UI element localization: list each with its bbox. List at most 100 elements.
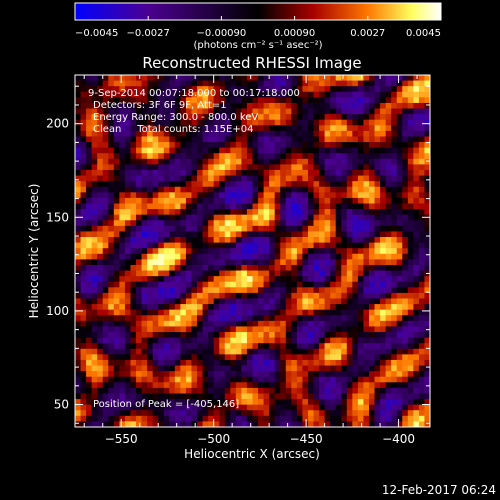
- x-axis-label: Heliocentric X (arcsec): [184, 447, 320, 461]
- heatmap-cell: [174, 108, 181, 115]
- heatmap-cell: [380, 276, 386, 283]
- heatmap-cell: [269, 365, 276, 372]
- heatmap-cell: [147, 399, 154, 405]
- heatmap-cell: [402, 343, 409, 350]
- heatmap-cell: [335, 169, 342, 176]
- heatmap-cell: [224, 270, 231, 277]
- heatmap-cell: [313, 209, 320, 216]
- heatmap-cell: [330, 114, 337, 121]
- heatmap-cell: [380, 130, 386, 137]
- heatmap-cell: [330, 91, 337, 98]
- heatmap-cell: [418, 326, 425, 333]
- heatmap-cell: [374, 181, 381, 188]
- heatmap-cell: [130, 276, 137, 283]
- heatmap-cell: [252, 175, 259, 182]
- heatmap-cell: [169, 186, 176, 193]
- heatmap-cell: [197, 125, 203, 132]
- heatmap-cell: [97, 86, 104, 93]
- heatmap-cell: [208, 410, 215, 417]
- heatmap-cell: [363, 410, 370, 417]
- heatmap-cell: [330, 287, 337, 294]
- heatmap-cell: [213, 270, 220, 277]
- heatmap-cell: [141, 203, 148, 210]
- heatmap-cell: [402, 91, 409, 98]
- heatmap-cell: [396, 91, 403, 98]
- heatmap-cell: [335, 264, 342, 271]
- heatmap-cell: [241, 326, 248, 333]
- heatmap-cell: [391, 237, 398, 243]
- heatmap-cell: [86, 119, 92, 126]
- heatmap-cell: [319, 158, 325, 165]
- heatmap-cell: [380, 175, 386, 182]
- heatmap-cell: [313, 264, 320, 271]
- heatmap-cell: [108, 326, 115, 333]
- heatmap-cell: [130, 220, 137, 227]
- heatmap-cell: [219, 75, 226, 81]
- heatmap-cell: [163, 387, 170, 394]
- heatmap-cell: [374, 276, 381, 283]
- heatmap-cell: [197, 270, 203, 277]
- heatmap-cell: [380, 326, 386, 333]
- heatmap-cell: [341, 264, 348, 271]
- heatmap-cell: [169, 371, 176, 378]
- heatmap-cell: [197, 259, 203, 266]
- heatmap-cell: [330, 399, 337, 405]
- heatmap-cell: [241, 337, 248, 344]
- heatmap-cell: [230, 337, 237, 344]
- heatmap-cell: [335, 136, 342, 143]
- heatmap-cell: [169, 80, 176, 87]
- heatmap-cell: [285, 281, 292, 288]
- heatmap-cell: [302, 153, 309, 160]
- heatmap-cell: [185, 387, 192, 394]
- heatmap-cell: [396, 253, 403, 260]
- heatmap-cell: [235, 298, 242, 305]
- heatmap-cell: [80, 91, 87, 98]
- heatmap-cell: [147, 276, 154, 283]
- heatmap-cell: [258, 287, 264, 294]
- heatmap-cell: [341, 348, 348, 355]
- heatmap-cell: [208, 253, 215, 260]
- heatmap-cell: [357, 136, 364, 143]
- heatmap-cell: [124, 320, 131, 327]
- heatmap-cell: [208, 186, 215, 193]
- heatmap-cell: [357, 376, 364, 383]
- heatmap-cell: [269, 203, 276, 210]
- heatmap-cell: [141, 220, 148, 227]
- heatmap-cell: [80, 404, 87, 411]
- heatmap-cell: [202, 192, 209, 199]
- heatmap-cell: [124, 80, 131, 87]
- heatmap-cell: [97, 382, 104, 389]
- heatmap-cell: [124, 75, 131, 81]
- heatmap-cell: [302, 169, 309, 176]
- heatmap-cell: [368, 214, 375, 221]
- heatmap-cell: [75, 404, 81, 411]
- heatmap-cell: [424, 237, 430, 243]
- heatmap-cell: [119, 209, 126, 216]
- heatmap-cell: [197, 136, 203, 143]
- heatmap-cell: [291, 376, 298, 383]
- heatmap-cell: [75, 97, 81, 104]
- heatmap-cell: [91, 142, 98, 148]
- heatmap-cell: [368, 376, 375, 383]
- heatmap-cell: [241, 186, 248, 193]
- heatmap-cell: [124, 359, 131, 366]
- heatmap-cell: [152, 348, 159, 355]
- heatmap-cell: [224, 108, 231, 115]
- heatmap-cell: [235, 281, 242, 288]
- heatmap-cell: [274, 309, 281, 316]
- heatmap-cell: [274, 242, 281, 249]
- heatmap-cell: [97, 281, 104, 288]
- heatmap-cell: [302, 91, 309, 98]
- heatmap-cell: [197, 97, 203, 104]
- heatmap-cell: [307, 136, 314, 143]
- heatmap-cell: [213, 315, 220, 322]
- heatmap-cell: [174, 387, 181, 394]
- heatmap-cell: [75, 175, 81, 182]
- heatmap-cell: [108, 393, 115, 400]
- heatmap-cell: [202, 80, 209, 87]
- heatmap-cell: [180, 415, 187, 422]
- heatmap-cell: [280, 97, 287, 104]
- heatmap-cell: [219, 326, 226, 333]
- heatmap-cell: [296, 164, 303, 171]
- heatmap-cell: [191, 197, 198, 204]
